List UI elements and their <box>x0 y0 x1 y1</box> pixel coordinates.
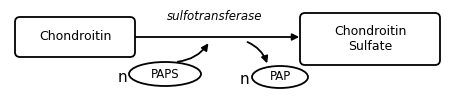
Text: n: n <box>239 71 249 87</box>
Text: PAP: PAP <box>269 70 291 83</box>
Text: n: n <box>117 69 127 85</box>
Ellipse shape <box>129 62 201 86</box>
FancyBboxPatch shape <box>300 13 440 65</box>
Text: Chondroitin: Chondroitin <box>39 30 111 43</box>
Ellipse shape <box>252 66 308 88</box>
Text: PAPS: PAPS <box>151 68 179 80</box>
Text: Chondroitin
Sulfate: Chondroitin Sulfate <box>334 25 406 53</box>
Text: sulfotransferase: sulfotransferase <box>167 10 263 23</box>
FancyBboxPatch shape <box>15 17 135 57</box>
